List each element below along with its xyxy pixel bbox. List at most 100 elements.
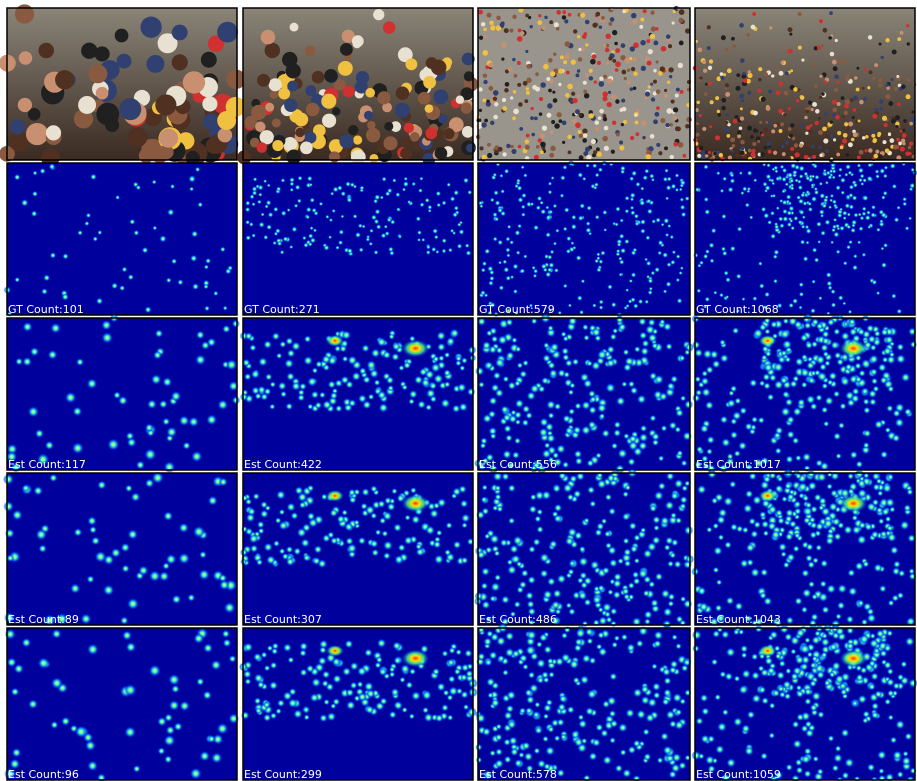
density-dot [199,550,207,559]
density-dot [882,483,892,493]
density-dot [665,471,675,481]
density-dot [645,235,651,241]
density-dot [403,176,408,181]
density-dot [480,267,486,273]
density-dot [717,534,725,541]
person [672,10,676,14]
photo-border [242,7,474,161]
density-dot [874,690,883,699]
density-dot [830,489,839,498]
density-dot [517,196,524,203]
density-dot [357,394,367,404]
density-dot [679,266,684,271]
person [287,80,299,92]
density-dot [835,223,840,229]
person [553,52,557,56]
density-dot [840,688,848,696]
density-dot [438,354,445,362]
density-dot [827,174,833,180]
person [804,115,808,120]
person [383,136,398,151]
density-dot [528,303,533,308]
density-dot [300,538,310,548]
density-dot [536,658,546,669]
density-dot [884,698,892,706]
density-dot [775,509,783,517]
density-dot [525,707,533,715]
density-dot [721,250,728,257]
density-dot [144,448,157,461]
density-map: Est Count:578 [475,623,692,781]
person [499,22,505,28]
density-dot [258,357,268,367]
density-dot [499,173,504,178]
density-dot [633,213,640,219]
density-dot [816,768,824,776]
density-dot [824,360,831,367]
density-dot [713,546,723,556]
density-dot [364,681,374,692]
density-dot [151,471,164,484]
density-hotspot [401,339,430,358]
density-dot [500,405,509,414]
count-label: Est Count:307 [244,613,322,626]
density-dot [644,257,649,262]
density-dot [622,348,630,356]
density-dot [153,350,162,360]
person [634,120,639,125]
person [556,112,562,118]
density-dot [802,452,812,462]
density-dot [546,657,554,665]
photo-border [6,7,238,161]
density-dot [585,221,591,227]
density-dot [786,552,796,562]
person [875,149,880,154]
density-dot [665,281,672,288]
density-dot [558,694,568,703]
density-dot [598,413,606,420]
density-dot [382,350,392,360]
density-dot [245,234,252,241]
density-dot [351,371,361,382]
person [900,138,906,143]
person [790,69,794,73]
density-dot [563,207,570,213]
density-dot [625,708,635,718]
density-dot [662,251,669,259]
density-dot [829,193,835,198]
person [882,140,887,145]
density-dot [725,647,736,658]
density-dot [144,423,154,432]
density-dot [510,747,519,757]
density-dot [763,362,773,373]
density-dot [619,218,624,223]
density-dot [806,651,813,658]
density-dot [593,182,599,188]
person [800,123,804,127]
density-dot [307,241,313,247]
person [644,96,648,100]
density-dot [767,666,776,675]
density-dot [786,210,793,216]
person [649,134,655,139]
density-dot [829,671,836,678]
density-dot [164,755,173,764]
density-dot [866,502,877,512]
density-dot [886,473,894,481]
density-dot [676,297,683,304]
person [718,152,724,158]
density-dot [503,755,512,764]
density-dot [43,274,51,282]
person [448,117,464,133]
density-dot [830,240,835,245]
density-dot [486,630,494,638]
density-dot [135,460,145,470]
person [901,133,907,138]
density-dot [376,638,387,648]
person [524,99,529,104]
density-border [477,627,691,781]
density-dot [663,620,671,628]
density-dot [64,391,77,404]
density-dot [110,547,121,558]
density-dot [740,190,745,196]
